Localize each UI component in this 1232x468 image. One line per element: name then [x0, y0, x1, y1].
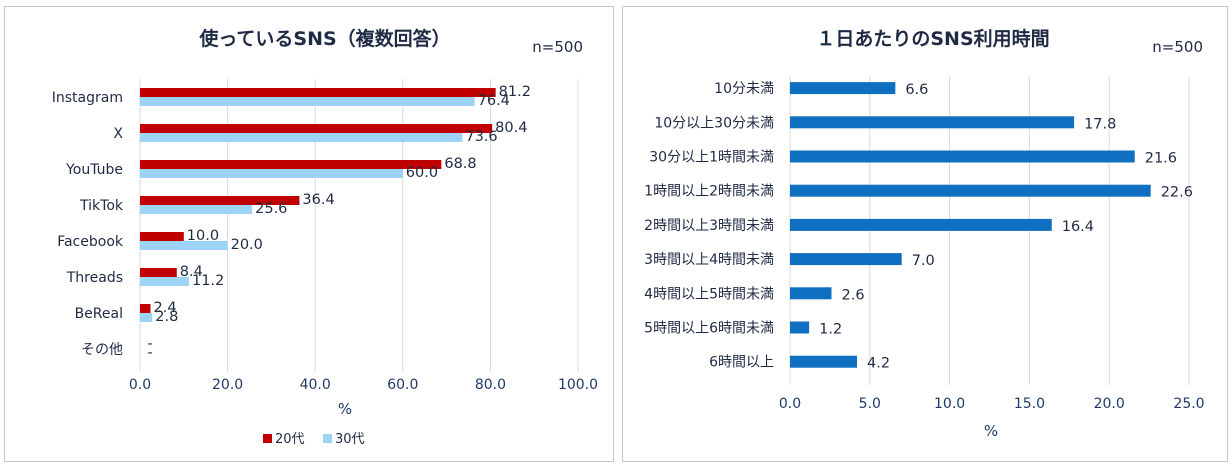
x-tick-label: 0.0 [779, 396, 801, 412]
bar [790, 150, 1135, 163]
bar [140, 133, 463, 142]
bar [140, 313, 153, 322]
bar [140, 277, 190, 286]
data-label: 76.4 [478, 93, 510, 109]
data-label: 2.8 [155, 309, 178, 325]
data-label: 6.6 [905, 82, 928, 98]
data-label: 1.2 [819, 322, 842, 338]
x-tick-label: 5.0 [859, 396, 881, 412]
x-tick-label: 60.0 [387, 377, 418, 393]
bar [140, 88, 496, 97]
x-tick-label: 20.0 [212, 377, 243, 393]
bar [140, 97, 475, 106]
x-axis-title: % [338, 400, 352, 418]
category-label: 10分未満 [714, 81, 774, 97]
data-label: 21.6 [1145, 151, 1177, 167]
data-label: 16.4 [1062, 219, 1094, 235]
data-label: - [147, 345, 152, 361]
x-axis-title: % [984, 422, 998, 440]
category-label: 4時間以上5時間未満 [644, 286, 774, 302]
chart-title: 使っているSNS（複数回答） [198, 27, 450, 50]
data-label: 80.4 [495, 120, 527, 136]
bar [790, 184, 1151, 197]
bar [790, 116, 1075, 129]
bar [790, 355, 858, 368]
data-label: 2.6 [841, 287, 864, 303]
x-tick-label: 80.0 [475, 377, 506, 393]
bar [140, 241, 228, 250]
chart-sns-usage: 使っているSNS（複数回答） n=500 0.0 20.0 40.0 60.0 80.0 10… [52, 27, 598, 447]
chart-title: １日あたりのSNS利用時間 [816, 28, 1049, 50]
category-label: BeReal [75, 306, 123, 322]
legend-label: 30代 [335, 432, 365, 447]
data-label: 8.4 [180, 264, 203, 280]
category-label: 2時間以上3時間未満 [644, 218, 774, 234]
bar [790, 82, 896, 95]
bar [140, 232, 184, 241]
category-label: 6時間以上 [709, 355, 774, 371]
legend-swatch [323, 434, 332, 443]
data-label: 4.2 [867, 356, 890, 372]
legend-label: 20代 [275, 432, 305, 447]
data-label: 11.2 [192, 273, 224, 289]
data-label: 81.2 [499, 84, 531, 100]
data-label: 17.8 [1084, 116, 1116, 132]
sample-size-label: n=500 [532, 38, 583, 56]
data-label: 25.6 [255, 201, 287, 217]
data-label: 7.0 [912, 253, 935, 269]
x-tick-label: 15.0 [1014, 396, 1045, 412]
bar [140, 169, 403, 178]
category-label: 10分以上30分未満 [654, 115, 774, 131]
x-tick-label: 40.0 [300, 377, 331, 393]
data-label: 20.0 [231, 237, 263, 253]
data-label: 36.4 [302, 192, 334, 208]
x-tick-label: 0.0 [129, 377, 151, 393]
x-tick-label: 20.0 [1094, 396, 1125, 412]
bar [790, 287, 832, 300]
data-label: 73.6 [465, 129, 497, 145]
category-label: 1時間以上2時間未満 [644, 184, 774, 200]
bar [140, 124, 493, 133]
data-label: 2.4 [154, 300, 177, 316]
bar [790, 321, 810, 334]
x-tick-label: 100.0 [558, 377, 598, 393]
category-label: Facebook [57, 234, 124, 250]
category-label: YouTube [65, 162, 123, 178]
bar [140, 160, 442, 169]
category-label: TikTok [79, 198, 124, 214]
bar [140, 196, 300, 205]
x-tick-label: 25.0 [1173, 396, 1204, 412]
data-label: 60.0 [406, 165, 438, 181]
bar [140, 304, 151, 313]
bar [790, 253, 902, 266]
category-label: Instagram [52, 90, 123, 106]
data-label: 68.8 [444, 156, 476, 172]
data-label: 22.6 [1161, 185, 1193, 201]
data-label: 10.0 [187, 228, 219, 244]
data-label: - [147, 336, 152, 352]
category-label: 3時間以上4時間未満 [644, 252, 774, 268]
category-label: その他 [81, 342, 123, 358]
bar [140, 268, 177, 277]
chart-panel-sns-usage: 使っているSNS（複数回答） n=500 0.0 20.0 40.0 60.0 80.0 10… [4, 6, 614, 462]
chart-panel-usage-time: １日あたりのSNS利用時間 n=500 0.0 5.0 10.0 15.0 20.0 25.0… [622, 6, 1228, 462]
category-label: 30分以上1時間未満 [649, 150, 774, 166]
category-label: X [113, 126, 123, 142]
category-label: 5時間以上6時間未満 [644, 321, 774, 337]
category-label: Threads [66, 270, 123, 286]
bar [790, 218, 1052, 231]
bar [140, 205, 253, 214]
x-tick-label: 10.0 [934, 396, 965, 412]
sample-size-label: n=500 [1152, 38, 1203, 56]
legend-swatch [263, 434, 272, 443]
chart-usage-time: １日あたりのSNS利用時間 n=500 0.0 5.0 10.0 15.0 20.0 25.0… [644, 28, 1204, 440]
